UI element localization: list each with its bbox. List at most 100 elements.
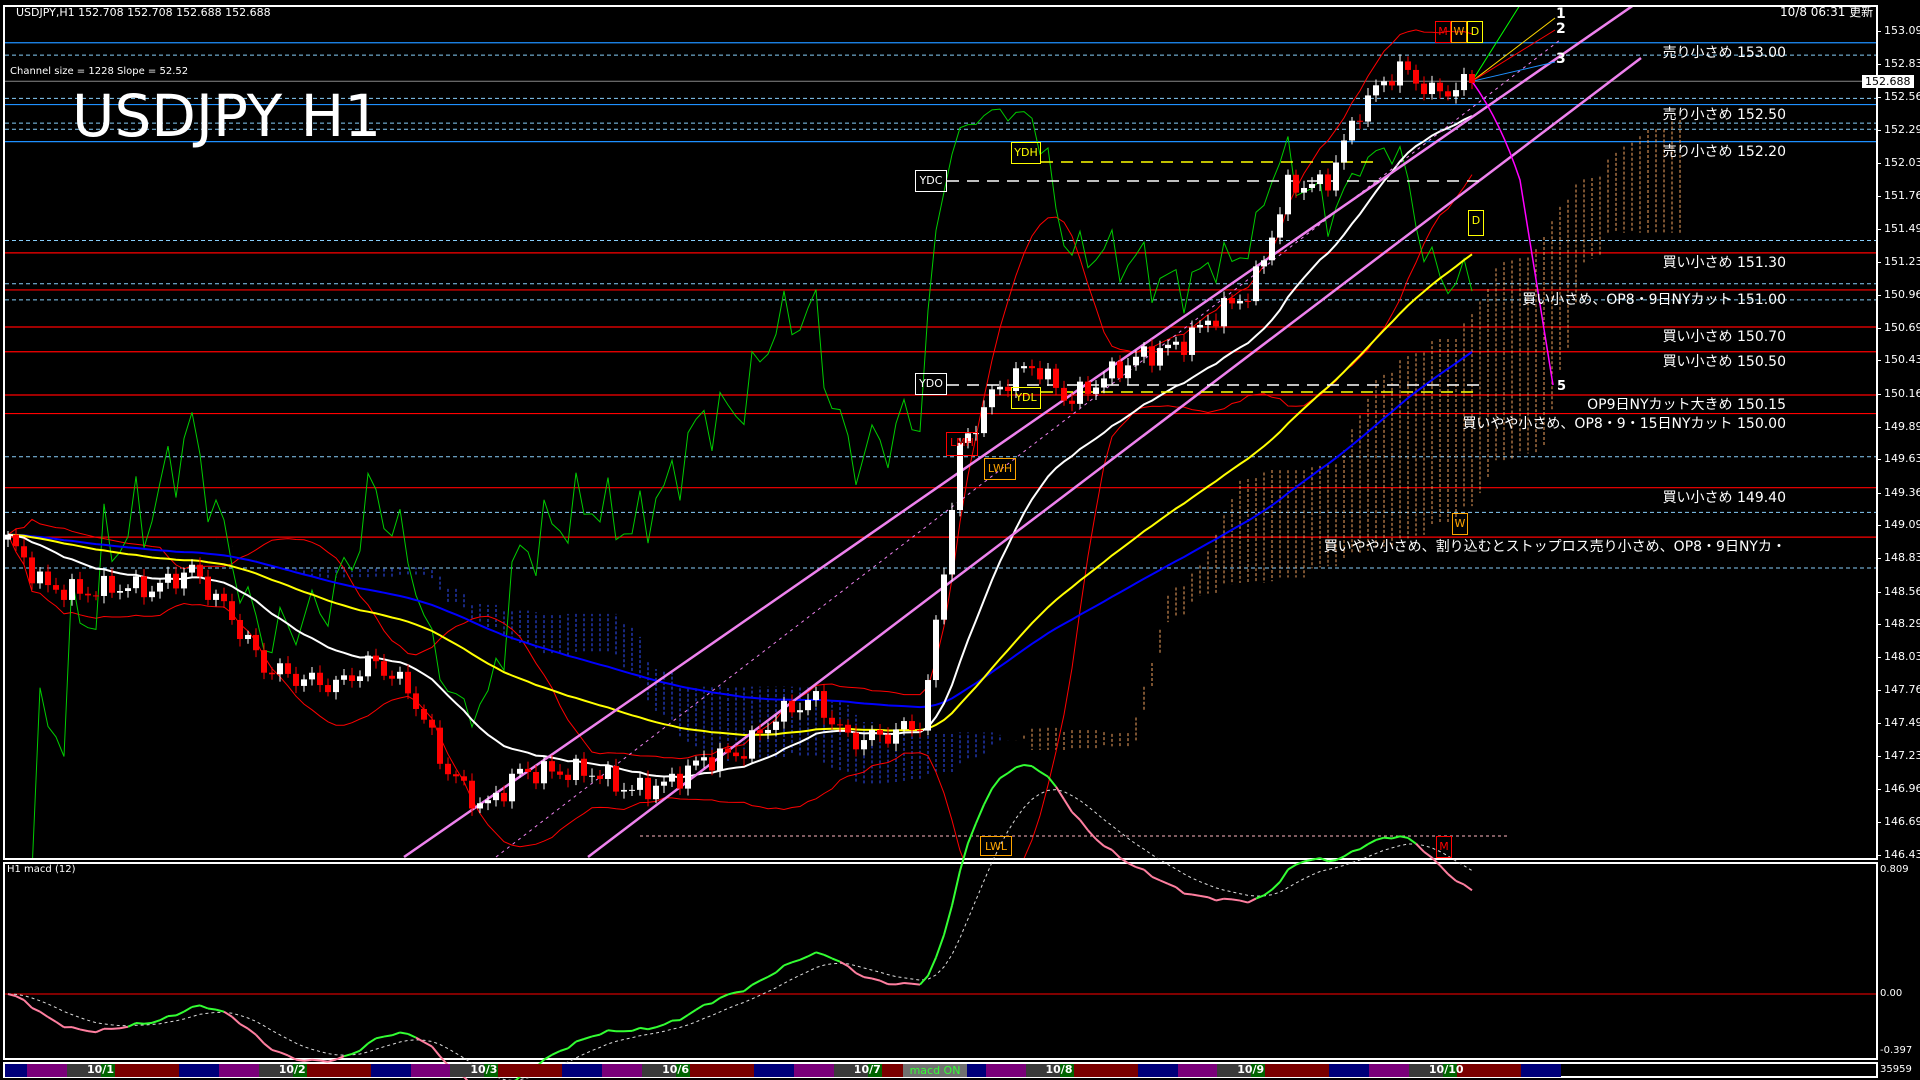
macd-line-segment xyxy=(1391,835,1401,840)
candle-body xyxy=(69,579,75,600)
session-gap xyxy=(1217,1064,1252,1077)
macd-line-segment xyxy=(1175,886,1185,895)
axis-tick-mark xyxy=(1877,426,1881,428)
candle-body xyxy=(973,433,979,435)
candle-body xyxy=(213,593,219,600)
macd-line-segment xyxy=(863,976,873,980)
price-chart-panel[interactable] xyxy=(3,5,1878,860)
session-europe xyxy=(985,1064,1026,1077)
macd-line-segment xyxy=(559,1047,569,1052)
macd-line-segment xyxy=(1079,819,1089,831)
candle-body xyxy=(309,672,315,680)
macd-line-segment xyxy=(135,1022,145,1025)
session-open xyxy=(867,1064,882,1077)
macd-line-segment xyxy=(327,1058,337,1063)
level-label: 売り小さめ 152.50 xyxy=(1662,106,1786,123)
axis-tick-label: 148.295 xyxy=(1884,617,1920,631)
candle-body xyxy=(1053,368,1059,388)
macd-line-segment xyxy=(383,1034,393,1038)
macd-line-segment xyxy=(303,1058,313,1062)
session-asia xyxy=(1329,1064,1370,1077)
projection-line xyxy=(1471,80,1554,386)
day-label: 10/8 xyxy=(1045,1063,1073,1076)
session-asia xyxy=(179,1064,219,1077)
macd-line-segment xyxy=(335,1055,345,1061)
session-europe xyxy=(219,1064,259,1077)
candle-body xyxy=(405,671,411,694)
session-open xyxy=(292,1064,307,1077)
macd-line-segment xyxy=(287,1054,297,1061)
macd-panel[interactable] xyxy=(3,862,1878,1060)
candle-body xyxy=(1253,266,1259,302)
macd-line-segment xyxy=(1047,776,1057,788)
macd-line-segment xyxy=(1335,855,1345,862)
macd-status-badge[interactable]: macd ON xyxy=(903,1064,967,1077)
macd-line-segment xyxy=(215,1008,225,1013)
macd-line-segment xyxy=(1119,856,1129,864)
axis-tick-mark xyxy=(1877,657,1881,659)
axis-tick-label: 150.160 xyxy=(1884,386,1920,400)
candle-body xyxy=(437,727,443,764)
macd-line-segment xyxy=(967,822,977,844)
candle-body xyxy=(1333,162,1339,191)
candle-body xyxy=(989,389,995,408)
level-label: 売り小さめ 152.20 xyxy=(1662,143,1786,160)
candle-body xyxy=(253,634,259,651)
day-label: 10/9 xyxy=(1237,1063,1265,1076)
axis-tick-mark xyxy=(1877,492,1881,494)
macd-line-segment xyxy=(1239,899,1249,904)
session-asia xyxy=(754,1064,795,1077)
candle-body xyxy=(61,589,67,600)
macd-line-segment xyxy=(263,1042,273,1051)
macd-line-segment xyxy=(39,1010,49,1018)
macd-line-segment xyxy=(1071,811,1081,821)
macd-line-segment xyxy=(1311,857,1321,861)
macd-line-segment xyxy=(1151,875,1161,882)
macd-line-segment xyxy=(1111,849,1121,859)
macd-line-segment xyxy=(991,777,1001,790)
day-label: 10/7 xyxy=(853,1063,881,1076)
level-label: 買いやや小さめ、割り込むとストップロス売り小さめ、OP8・9日NYカ・ xyxy=(1323,539,1786,556)
session-open xyxy=(484,1064,499,1077)
axis-tick-label: 146.960 xyxy=(1884,782,1920,796)
candle-body xyxy=(1277,214,1283,238)
channel-info: Channel size = 1228 Slope = 52.52 xyxy=(10,66,189,77)
axis-tick-label: 153.095 xyxy=(1884,24,1920,37)
candle-body xyxy=(1093,387,1099,394)
candle-body xyxy=(1349,120,1355,141)
candle-body xyxy=(533,771,539,784)
candle-body xyxy=(261,650,267,673)
candle-body xyxy=(997,386,1003,390)
macd-line-segment xyxy=(239,1023,249,1030)
axis-tick-mark xyxy=(1877,129,1881,131)
candle-body xyxy=(597,775,603,779)
macd-line-segment xyxy=(311,1058,321,1062)
candle-body xyxy=(157,582,163,592)
candle-body xyxy=(1037,368,1043,380)
axis-tick-mark xyxy=(1877,789,1881,791)
candle-body xyxy=(909,721,915,731)
candle-body xyxy=(773,721,779,730)
macd-line-segment xyxy=(1055,786,1065,800)
macd-line-segment xyxy=(1207,896,1217,902)
macd-line-segment xyxy=(127,1022,137,1028)
macd-line-segment xyxy=(999,772,1009,779)
candle-body xyxy=(885,734,891,744)
candle-body xyxy=(805,700,811,711)
axis-tick-label: 148.560 xyxy=(1884,584,1920,598)
macd-line-segment xyxy=(1455,880,1465,886)
macd-line-segment xyxy=(903,981,913,985)
macd-line-segment xyxy=(271,1048,281,1054)
candle-body xyxy=(325,685,331,693)
axis-tick-label: 150.960 xyxy=(1884,287,1920,301)
session-ny xyxy=(690,1064,755,1077)
candle-body xyxy=(173,573,179,589)
macd-line-segment xyxy=(1375,836,1385,841)
axis-tick-label: 150.695 xyxy=(1884,320,1920,334)
macd-line-segment xyxy=(55,1021,65,1029)
candle-body xyxy=(629,789,635,791)
candle-body xyxy=(1469,74,1475,83)
macd-axis-top: 0.809 xyxy=(1880,864,1909,875)
macd-line-segment xyxy=(423,1041,433,1048)
macd-line-segment xyxy=(775,964,785,974)
